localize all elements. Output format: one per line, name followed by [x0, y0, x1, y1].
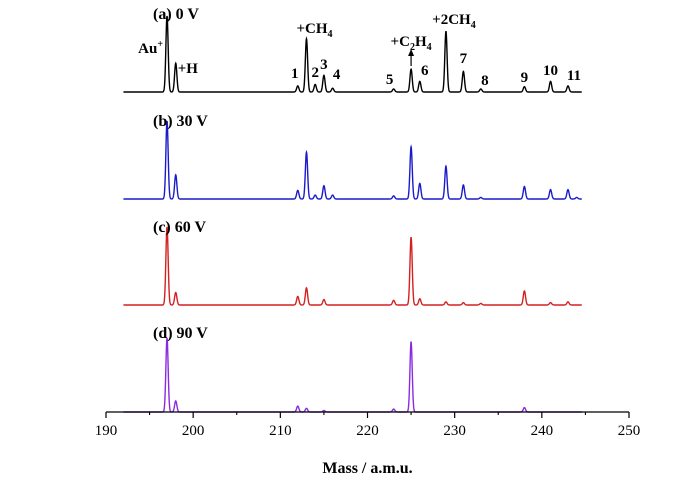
peak-number-7: 7	[460, 51, 468, 67]
x-tick-label: 250	[618, 423, 641, 439]
series-line-4	[123, 337, 582, 413]
peak-number-1: 1	[291, 66, 299, 82]
peak-number-6: 6	[421, 63, 429, 79]
arrow-head-icon	[408, 49, 415, 56]
peak-number-10: 10	[543, 63, 558, 79]
x-tick-label: 190	[95, 423, 118, 439]
x-tick-label: 210	[269, 423, 292, 439]
ion-label-au: Au+	[138, 39, 163, 57]
series-line-3	[123, 226, 582, 306]
x-tick-label: 220	[356, 423, 379, 439]
ion-label-c2h4: +C2H4	[391, 34, 432, 53]
peak-number-5: 5	[386, 72, 394, 88]
series-line-1	[123, 15, 582, 93]
peak-number-4: 4	[333, 67, 341, 83]
x-axis: 190 200 210 220 230 240 250	[95, 411, 641, 439]
peak-number-3: 3	[320, 57, 328, 73]
panel-label-3: (c) 60 V	[153, 219, 206, 236]
x-axis-title: Mass / a.m.u.	[322, 460, 412, 477]
ion-label-2ch4: +2CH4	[432, 12, 476, 31]
panel-label-1: (a) 0 V	[153, 6, 199, 23]
ion-label-ch4: +CH4	[296, 21, 332, 40]
panel-labels: (a) 0 V (b) 30 V (c) 60 V (d) 90 V	[153, 6, 208, 342]
peak-number-8: 8	[481, 73, 489, 89]
x-tick-label: 240	[531, 423, 554, 439]
ion-label-h: +H	[178, 61, 199, 77]
series-line-2	[123, 120, 582, 200]
peak-number-2: 2	[311, 65, 319, 81]
panel-label-4: (d) 90 V	[153, 325, 208, 342]
x-tick-label: 230	[443, 423, 466, 439]
peak-number-9: 9	[521, 70, 529, 86]
annotations: Au+ +H +CH4 +C2H4+2CH4 1 2 34 5 6 78 9 10 11	[138, 12, 581, 89]
peak-number-11: 11	[567, 68, 581, 84]
panel-label-2: (b) 30 V	[153, 113, 208, 130]
x-tick-label: 200	[182, 423, 205, 439]
